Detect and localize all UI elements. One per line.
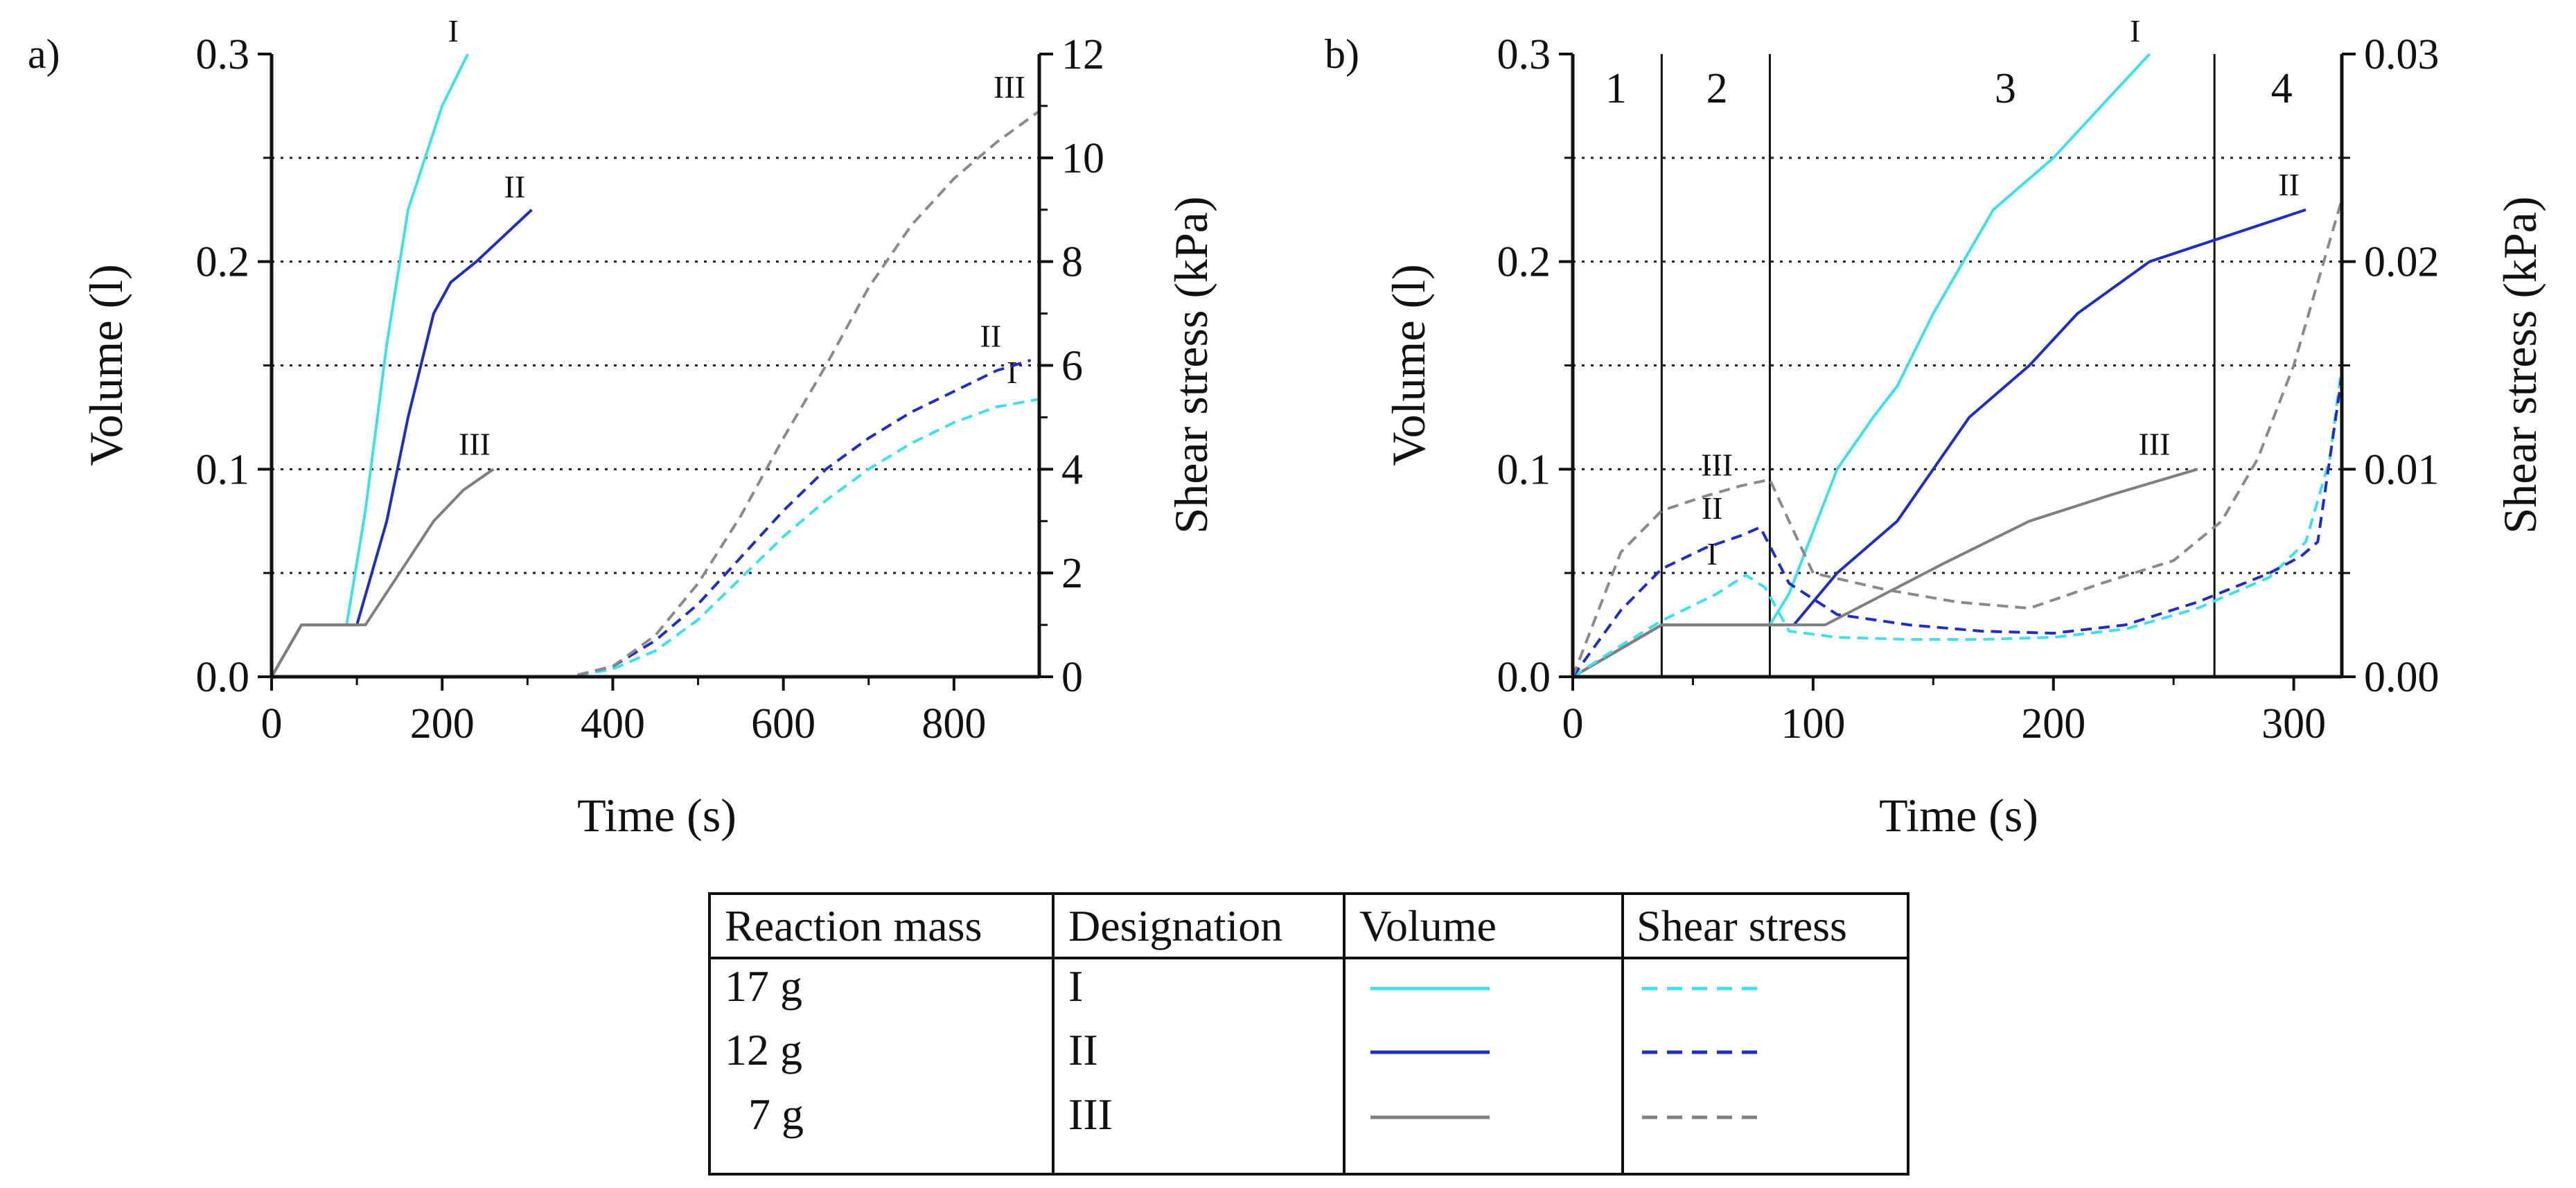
right-tick-label: 10 [1061, 135, 1104, 182]
region-label: 1 [1605, 65, 1627, 112]
legend-row-mass: 17 g [725, 961, 802, 1011]
left-tick-label: 0.1 [196, 446, 250, 493]
left-tick-label: 0.3 [196, 31, 250, 78]
region-label: 4 [2271, 65, 2293, 112]
legend-row-designation: I [1068, 961, 1083, 1011]
panel-a-chart: a) Time (s) Volume (l) Shear stress (kPa… [28, 13, 1217, 842]
x-tick-label: 0 [261, 700, 283, 747]
region-label: 2 [1706, 65, 1728, 112]
panel-b-axes [1571, 54, 2344, 679]
x-tick-label: 300 [2261, 700, 2326, 747]
series-label: III [459, 426, 491, 461]
legend-row-mass: 7 g [748, 1090, 804, 1139]
left-tick-label: 0.3 [1497, 31, 1551, 78]
right-tick-label: 0 [1061, 654, 1083, 701]
right-tick-label: 8 [1061, 239, 1083, 286]
left-tick-label: 0.0 [196, 654, 250, 701]
right-tick-label: 0.01 [2364, 446, 2440, 493]
right-tick-label: 0.02 [2364, 239, 2440, 286]
right-tick-label: 6 [1061, 343, 1083, 390]
panel-a-label: a) [28, 31, 60, 77]
legend-row-mass: 12 g [725, 1025, 802, 1074]
series-line-volume-iii [1571, 468, 2198, 678]
series-label: II [2278, 167, 2300, 202]
legend-row: 7 g III [748, 1090, 1767, 1139]
legend-header-shear-stress: Shear stress [1637, 901, 1847, 950]
right-tick-label: 0.03 [2364, 31, 2440, 78]
panel-b-chart: b) Time (s) Volume (l) Shear stress (kPa… [1325, 13, 2546, 842]
legend-row: 17 g I [725, 961, 1767, 1011]
series-label: I [448, 13, 459, 48]
series-line-shear-stress-i [272, 398, 1040, 678]
panel-b-right-axis-title: Shear stress (kPa) [2494, 196, 2546, 533]
x-tick-label: 600 [751, 700, 815, 747]
x-tick-label: 200 [2021, 700, 2085, 747]
legend-row-designation: II [1068, 1025, 1098, 1074]
x-tick-label: 400 [581, 700, 645, 747]
series-line-volume-iii [270, 468, 495, 677]
panel-b-x-axis-title: Time (s) [1879, 789, 2038, 842]
left-tick-label: 0.2 [196, 239, 250, 286]
legend-table-grid [708, 892, 1909, 1176]
series-label: I [1707, 536, 1718, 571]
right-tick-label: 0.00 [2364, 654, 2440, 701]
series-label: I [2130, 13, 2140, 48]
legend-row-designation: III [1068, 1090, 1113, 1139]
region-label: 3 [1995, 65, 2016, 112]
legend-table: Reaction mass Designation Volume Shear s… [708, 892, 1909, 1176]
series-line-shear-stress-ii [1571, 375, 2343, 678]
x-tick-label: 800 [921, 700, 986, 747]
x-tick-label: 0 [1562, 700, 1584, 747]
legend-header-volume: Volume [1359, 901, 1497, 950]
left-tick-label: 0.1 [1497, 446, 1551, 493]
series-label: III [2138, 426, 2170, 461]
series-label: II [980, 319, 1002, 354]
left-tick-label: 0.2 [1497, 239, 1551, 286]
series-label: III [994, 69, 1025, 105]
x-tick-label: 200 [410, 700, 475, 747]
series-label: III [1701, 447, 1733, 482]
right-tick-label: 12 [1061, 31, 1104, 78]
right-tick-label: 4 [1061, 446, 1083, 493]
x-tick-label: 100 [1781, 700, 1845, 747]
series-line-volume-ii [1571, 208, 2306, 678]
left-tick-label: 0.0 [1497, 654, 1551, 701]
series-line-volume-ii [270, 209, 533, 677]
legend-header-reaction-mass: Reaction mass [725, 901, 982, 950]
series-line-shear-stress-iii [1571, 199, 2343, 677]
series-label: I [1007, 355, 1017, 390]
panel-a-left-axis-title: Volume (l) [80, 264, 132, 466]
panel-a-axes [270, 54, 1041, 679]
series-label: II [504, 169, 526, 204]
series-line-shear-stress-iii [272, 109, 1041, 678]
right-tick-label: 2 [1061, 550, 1083, 597]
series-line-shear-stress-i [1571, 365, 2343, 678]
legend-header-designation: Designation [1068, 901, 1282, 950]
series-line-shear-stress-ii [272, 359, 1032, 678]
panel-b-left-axis-title: Volume (l) [1382, 264, 1435, 466]
panel-a-right-axis-title: Shear stress (kPa) [1165, 196, 1217, 533]
legend-row: 12 g II [725, 1025, 1767, 1074]
panel-b-label: b) [1325, 31, 1359, 77]
panel-a-x-axis-title: Time (s) [577, 789, 736, 842]
panel-a-grid [272, 157, 1039, 574]
legend-table-header: Reaction mass Designation Volume Shear s… [725, 901, 1847, 950]
